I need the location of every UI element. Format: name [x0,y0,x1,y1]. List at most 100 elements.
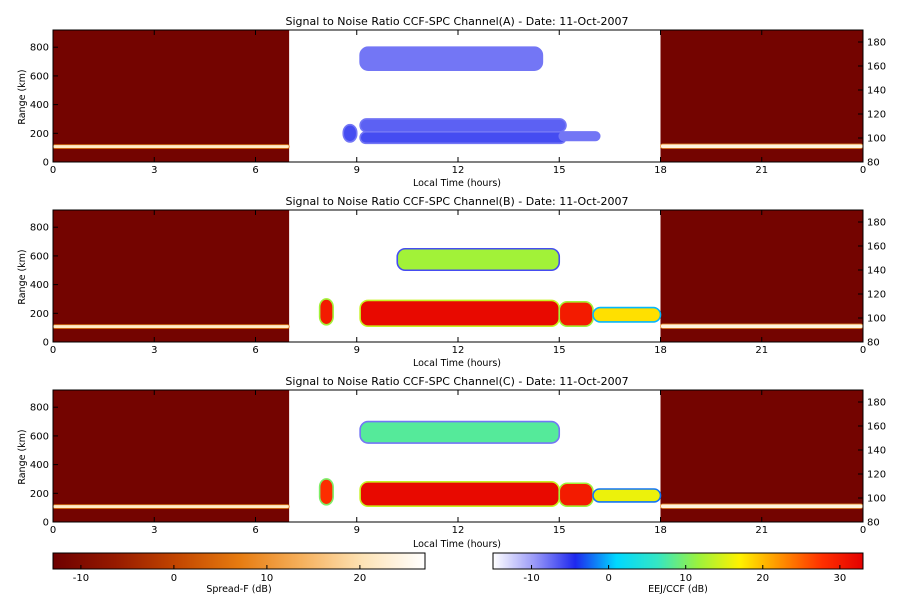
panel-channel-a: Signal to Noise Ratio CCF-SPC Channel(A)… [17,15,886,189]
y-tick-label: 0 [43,338,49,349]
y-axis-label: Range (km) [17,69,28,124]
colorbar-tick-label: 10 [679,573,692,584]
y-tick-label: 800 [30,403,49,414]
echo-region [342,123,358,143]
echo-region [359,46,544,71]
x-tick-label: 0 [50,345,56,356]
y-tick-label: 0 [43,518,49,529]
right-y-tick-label: 180 [867,398,886,409]
colorbar-label: Spread-F (dB) [206,584,271,595]
x-tick-label: 21 [755,525,768,536]
x-tick-label: 6 [252,345,258,356]
plot-area [53,390,863,522]
region-background [53,30,290,162]
x-tick-label: 18 [654,345,667,356]
x-tick-label: 21 [755,345,768,356]
right-y-tick-label: 140 [867,446,886,457]
right-y-tick-label: 180 [867,218,886,229]
y-tick-label: 400 [30,280,49,291]
echo-region [592,488,662,503]
x-tick-label: 18 [654,525,667,536]
right-y-tick-label: 120 [867,110,886,121]
y-tick-label: 800 [30,223,49,234]
x-tick-label: 6 [252,525,258,536]
echo-region [359,118,567,133]
right-y-tick-label: 120 [867,290,886,301]
right-y-tick-label: 80 [867,518,880,529]
plot-area [53,210,863,342]
echo-region [660,503,863,509]
echo-region [558,482,594,508]
x-tick-label: 3 [151,525,157,536]
x-tick-label: 9 [354,525,360,536]
panel-title: Signal to Noise Ratio CCF-SPC Channel(A)… [285,15,628,28]
echo-region [660,143,863,149]
region-background [53,210,290,342]
echo-region [558,301,594,328]
y-tick-label: 400 [30,460,49,471]
x-tick-label: 6 [252,165,258,176]
right-y-tick-label: 160 [867,242,886,253]
echo-region [359,131,567,145]
x-tick-label: 0 [860,165,866,176]
region-background [53,390,290,522]
echo-region [359,481,561,508]
echo-region [53,144,290,149]
echo-region [53,504,290,509]
right-y-tick-label: 120 [867,470,886,481]
colorbar-gradient [52,552,426,570]
colorbar-tick-label: 0 [171,573,177,584]
x-tick-label: 21 [755,165,768,176]
y-tick-label: 200 [30,129,49,140]
colorbar-spread-f: -10 0 10 20 Spread-F (dB) [52,552,426,595]
echo-region [318,478,334,506]
colorbar-tick-label: 0 [605,573,611,584]
panel-title: Signal to Noise Ratio CCF-SPC Channel(B)… [285,195,628,208]
panel-channel-c: Signal to Noise Ratio CCF-SPC Channel(C)… [17,375,886,550]
right-y-tick-label: 100 [867,314,886,325]
echo-region [592,306,662,323]
colorbar-tick-label: -10 [73,573,89,584]
x-tick-label: 15 [553,345,566,356]
y-tick-label: 0 [43,158,49,169]
region-background [660,390,863,522]
y-tick-label: 200 [30,489,49,500]
echo-region [558,131,601,142]
right-y-tick-label: 180 [867,38,886,49]
right-y-tick-label: 100 [867,494,886,505]
echo-region [660,323,863,329]
y-axis-label: Range (km) [17,429,28,484]
x-tick-label: 12 [452,165,465,176]
axes: 0 3 6 9 12 15 18 21 0020040060080080100120140160… [30,389,886,536]
panel-title: Signal to Noise Ratio CCF-SPC Channel(C)… [285,375,628,388]
colorbar-tick-label: 20 [756,573,769,584]
y-tick-label: 400 [30,100,49,111]
x-tick-label: 15 [553,525,566,536]
right-y-tick-label: 140 [867,266,886,277]
echo-region [53,324,290,329]
colorbar-eej-ccf: -10 0 10 20 30 EEJ/CCF (dB) [492,552,864,595]
colorbar-gradient [492,552,864,570]
right-y-tick-label: 80 [867,158,880,169]
echo-region [359,299,561,328]
right-y-tick-label: 160 [867,62,886,73]
x-tick-label: 12 [452,525,465,536]
x-tick-label: 0 [860,525,866,536]
x-tick-label: 0 [50,525,56,536]
y-tick-label: 600 [30,251,49,262]
colorbar-ticks: -10 0 10 20 30 [523,565,846,584]
y-tick-label: 600 [30,71,49,82]
colorbar-ticks: -10 0 10 20 [73,565,366,584]
panel-channel-b: Signal to Noise Ratio CCF-SPC Channel(B)… [17,195,886,369]
x-tick-label: 9 [354,345,360,356]
x-tick-label: 3 [151,165,157,176]
axes: 0 3 6 9 12 15 18 21 0020040060080080100120140160… [30,29,886,176]
plot-area [53,30,863,162]
x-tick-label: 9 [354,165,360,176]
x-tick-label: 15 [553,165,566,176]
region-background [660,210,863,342]
y-tick-label: 800 [30,43,49,54]
x-tick-label: 3 [151,345,157,356]
y-tick-label: 200 [30,309,49,320]
